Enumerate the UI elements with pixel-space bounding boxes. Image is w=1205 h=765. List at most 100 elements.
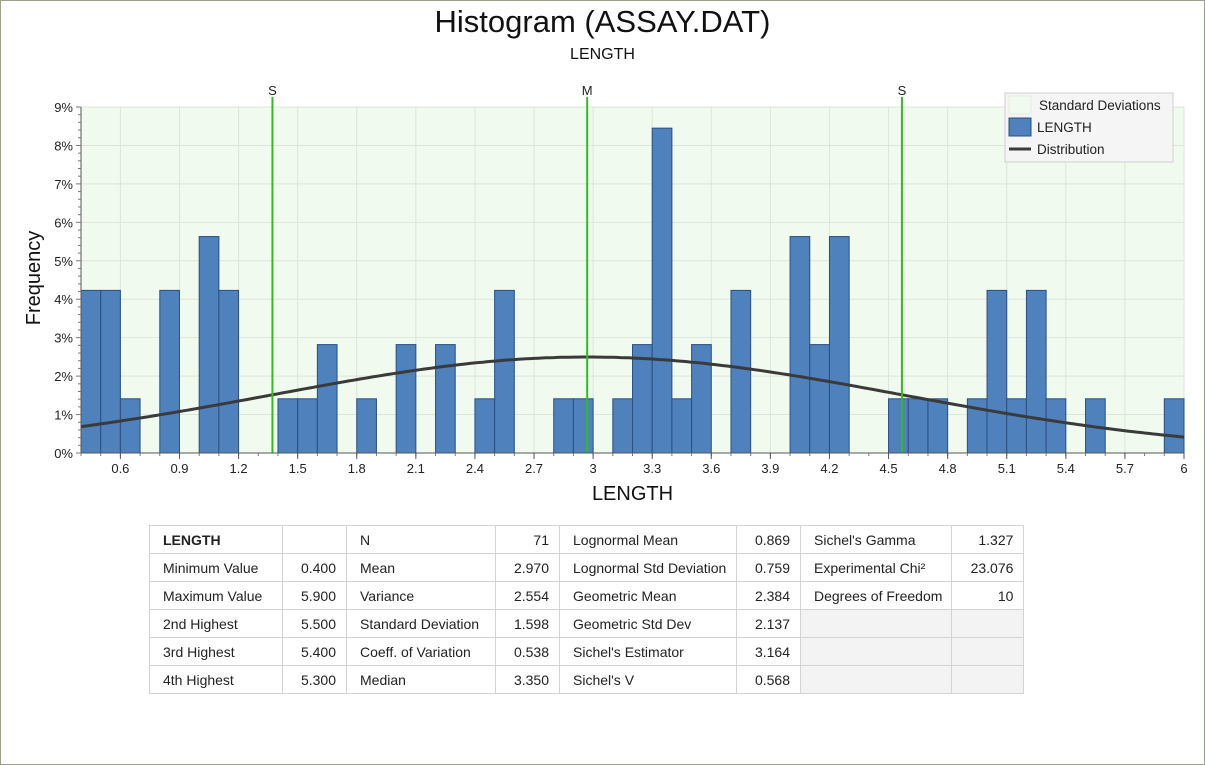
histogram-bar bbox=[100, 289, 121, 454]
x-tick-label: 1.2 bbox=[230, 461, 248, 476]
histogram-bar bbox=[927, 398, 949, 454]
legend-swatch-std-deviations bbox=[1008, 95, 1032, 115]
statistic-value: 10 bbox=[951, 581, 1025, 610]
statistic-value: 3.164 bbox=[736, 637, 801, 666]
x-tick-label: 4.8 bbox=[939, 461, 957, 476]
histogram-bar bbox=[356, 398, 377, 454]
statistic-value: 3.350 bbox=[495, 665, 560, 694]
statistics-row: Minimum Value 0.400 Mean 2.970 Lognormal Std… bbox=[149, 553, 1025, 582]
x-tick-label: 1.8 bbox=[348, 461, 366, 476]
histogram-bar bbox=[297, 398, 318, 454]
x-tick-label: 3.6 bbox=[702, 461, 720, 476]
statistic-value: 1.327 bbox=[951, 525, 1025, 554]
statistic-label: 3rd Highest bbox=[149, 637, 283, 666]
histogram-bar bbox=[1045, 398, 1067, 454]
statistic-label: Geometric Std Dev bbox=[559, 609, 737, 638]
statistic-label: Sichel's Estimator bbox=[559, 637, 737, 666]
histogram-bar bbox=[119, 398, 141, 454]
statistic-label: 2nd Highest bbox=[149, 609, 283, 638]
statistic-value bbox=[951, 637, 1025, 666]
statistic-label: Geometric Mean bbox=[559, 581, 737, 610]
histogram-bar bbox=[888, 398, 909, 454]
statistic-value: 5.300 bbox=[282, 665, 347, 694]
x-tick-label: 3 bbox=[589, 461, 596, 476]
y-tick-label: 8% bbox=[54, 138, 73, 153]
legend-label: Standard Deviations bbox=[1039, 98, 1161, 113]
statistic-value: 0.759 bbox=[736, 553, 801, 582]
legend-swatch-length bbox=[1008, 117, 1032, 137]
std-deviation-label: S bbox=[898, 83, 907, 98]
histogram-bar bbox=[1025, 289, 1047, 454]
histogram-bar bbox=[612, 398, 634, 454]
histogram-bar bbox=[809, 344, 830, 454]
statistic-label: Coeff. of Variation bbox=[346, 637, 496, 666]
statistics-row: 4th Highest 5.300 Median 3.350 Sichel's V 0.5… bbox=[149, 665, 1025, 694]
statistic-value bbox=[951, 665, 1025, 694]
statistics-row: 3rd Highest 5.400 Coeff. of Variation 0.538… bbox=[149, 637, 1025, 666]
statistic-label: Degrees of Freedom bbox=[799, 581, 953, 610]
x-tick-label: 2.1 bbox=[407, 461, 425, 476]
statistic-label: Median bbox=[346, 665, 496, 694]
histogram-chart: S M S 0% 1% 2% 3% 4% 5% 6% 7% 8% 9% 0.6 0.9 1.2 1.5 1.8 2.… bbox=[23, 83, 1188, 505]
histogram-bar bbox=[474, 398, 496, 454]
histogram-bar bbox=[218, 289, 240, 454]
statistic-label: Sichel's Gamma bbox=[799, 525, 953, 554]
std-deviation-label: S bbox=[268, 83, 277, 98]
statistic-value: 2.970 bbox=[495, 553, 560, 582]
histogram-bar bbox=[789, 236, 811, 454]
statistic-value: 0.538 bbox=[495, 637, 560, 666]
x-tick-label: 6 bbox=[1180, 461, 1187, 476]
statistic-value bbox=[282, 525, 347, 554]
x-axis-label: LENGTH bbox=[592, 483, 673, 505]
statistic-value: 0.568 bbox=[736, 665, 801, 694]
histogram-bar bbox=[730, 289, 752, 454]
y-tick-label: 6% bbox=[54, 215, 73, 230]
y-tick-label: 5% bbox=[54, 254, 73, 269]
histogram-bar bbox=[1163, 398, 1185, 454]
x-tick-label: 3.3 bbox=[643, 461, 661, 476]
x-tick-label: 5.4 bbox=[1057, 461, 1075, 476]
statistic-value: 2.137 bbox=[736, 609, 801, 638]
statistic-value: 5.900 bbox=[282, 581, 347, 610]
statistic-value: 71 bbox=[495, 525, 560, 554]
statistic-label: Variance bbox=[346, 581, 496, 610]
statistics-table: LENGTH N 71 Lognormal Mean 0.869 Sichel's Gam… bbox=[149, 525, 1025, 694]
chart-title: Histogram (ASSAY.DAT) bbox=[434, 4, 771, 39]
histogram-bar bbox=[316, 344, 338, 454]
distribution-curve bbox=[80, 355, 1185, 439]
statistic-label: Mean bbox=[346, 553, 496, 582]
histogram-bar bbox=[553, 398, 574, 454]
statistic-label: Sichel's V bbox=[559, 665, 737, 694]
y-tick-label: 2% bbox=[54, 369, 73, 384]
x-tick-label: 4.5 bbox=[880, 461, 898, 476]
y-tick-label: 7% bbox=[54, 177, 73, 192]
histogram-bar bbox=[435, 344, 456, 454]
statistic-value: 5.500 bbox=[282, 609, 347, 638]
statistic-value bbox=[951, 609, 1025, 638]
histogram-bar bbox=[572, 398, 594, 454]
histogram-bar bbox=[494, 289, 515, 454]
histogram-bar bbox=[907, 398, 929, 454]
y-tick-label: 1% bbox=[54, 408, 73, 423]
statistic-label: Minimum Value bbox=[149, 553, 283, 582]
y-tick-label: 3% bbox=[54, 331, 73, 346]
histogram-bar bbox=[198, 236, 220, 454]
x-tick-label: 3.9 bbox=[761, 461, 779, 476]
histogram-bar bbox=[80, 289, 102, 454]
legend-label: LENGTH bbox=[1037, 120, 1092, 135]
statistic-label: N bbox=[346, 525, 496, 554]
x-tick-label: 5.1 bbox=[998, 461, 1016, 476]
x-tick-label: 0.9 bbox=[170, 461, 188, 476]
std-deviation-label: M bbox=[582, 83, 593, 98]
histogram-bar bbox=[277, 398, 299, 454]
statistic-label: Lognormal Mean bbox=[559, 525, 737, 554]
x-tick-label: 2.7 bbox=[525, 461, 543, 476]
statistic-label: LENGTH bbox=[149, 525, 283, 554]
statistic-value: 1.598 bbox=[495, 609, 560, 638]
statistic-label bbox=[799, 637, 953, 666]
statistic-label: 4th Highest bbox=[149, 665, 283, 694]
statistic-label: Standard Deviation bbox=[346, 609, 496, 638]
statistic-label: Experimental Chi² bbox=[799, 553, 953, 582]
histogram-bar bbox=[986, 289, 1008, 454]
statistic-value: 23.076 bbox=[951, 553, 1025, 582]
